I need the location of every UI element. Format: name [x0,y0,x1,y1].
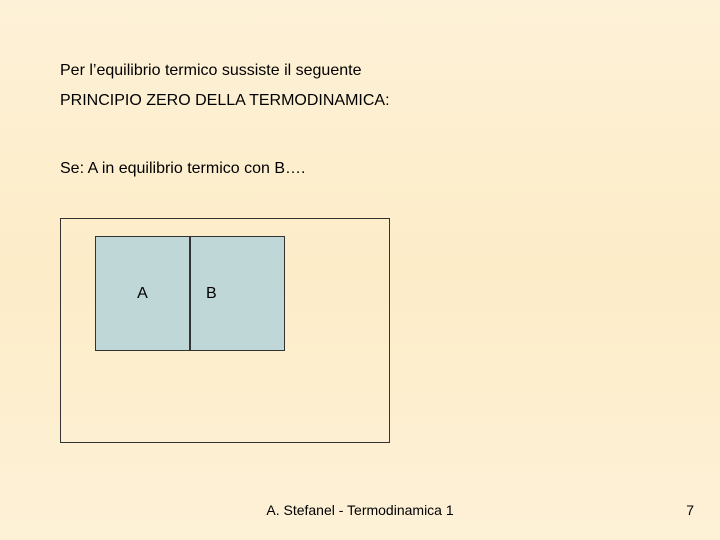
diagram-box-a: A [95,236,190,351]
condition-line: Se: A in equilibrio termico con B…. [60,160,305,178]
footer-author: A. Stefanel - Termodinamica 1 [0,502,720,518]
diagram-box-a-label: A [137,285,148,303]
diagram-box-b: B [190,236,285,351]
diagram-box-b-label: B [206,285,217,303]
slide-background: Per l’equilibrio termico sussiste il seg… [0,0,720,540]
intro-line-2: PRINCIPIO ZERO DELLA TERMODINAMICA: [60,92,390,110]
footer-page-number: 7 [686,502,694,518]
intro-line-1: Per l’equilibrio termico sussiste il seg… [60,62,361,80]
